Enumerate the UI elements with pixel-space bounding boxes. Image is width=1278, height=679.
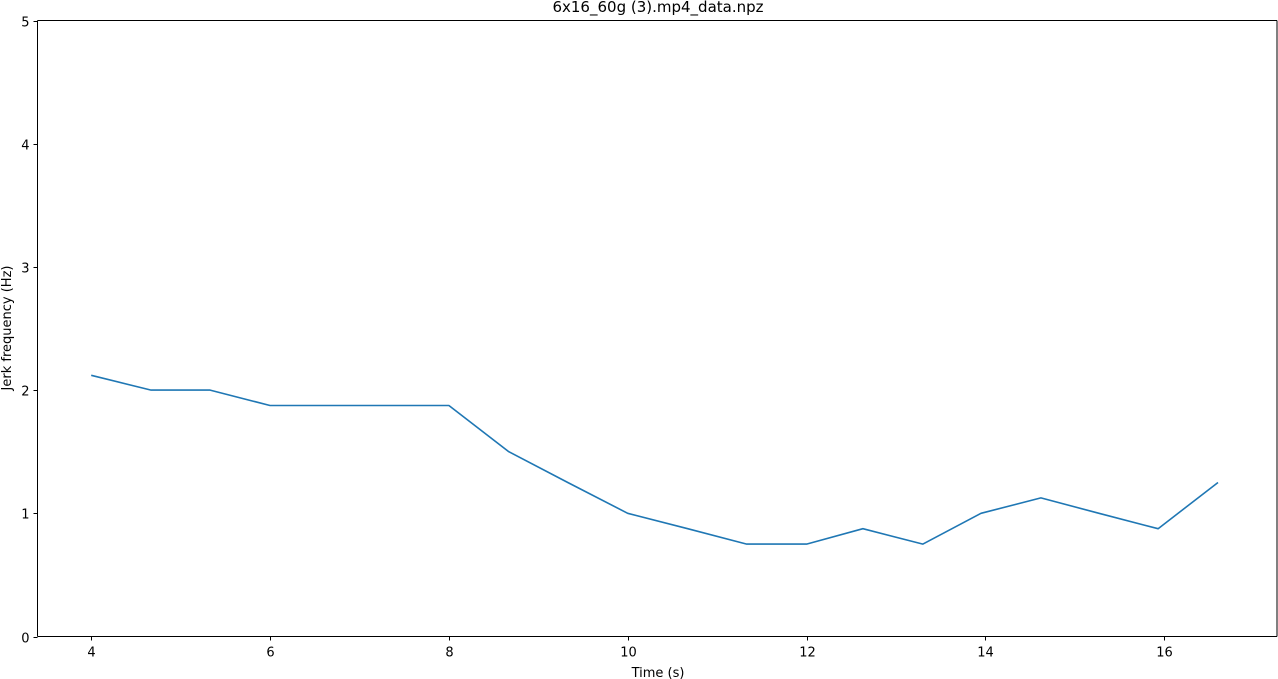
x-tick-label: 12 xyxy=(799,646,816,661)
x-axis-label: Time (s) xyxy=(631,666,685,679)
x-tick-label: 10 xyxy=(620,646,637,661)
y-tick-label: 0 xyxy=(21,632,29,647)
y-axis-label: Jerk frequency (Hz) xyxy=(0,266,15,392)
series-line-1 xyxy=(91,374,1219,545)
x-tick-label: 4 xyxy=(87,646,95,661)
y-tick-label: 1 xyxy=(21,508,29,523)
y-tick-label: 4 xyxy=(21,139,29,154)
y-tick-label: 3 xyxy=(21,262,29,277)
y-tick-label: 5 xyxy=(21,16,29,31)
x-tick-label: 8 xyxy=(445,646,453,661)
y-tick-label: 2 xyxy=(21,385,29,400)
x-tick-label: 6 xyxy=(266,646,274,661)
x-tick-label: 16 xyxy=(1156,646,1173,661)
chart-title: 6x16_60g (3).mp4_data.npz xyxy=(552,0,763,17)
x-tick-label: 14 xyxy=(977,646,994,661)
